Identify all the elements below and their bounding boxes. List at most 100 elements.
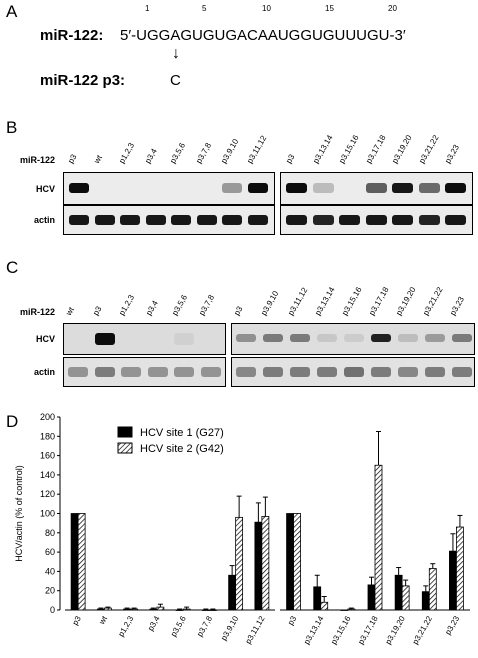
hcv-band (312, 183, 334, 193)
bar-site2 (401, 585, 410, 611)
panel-b-right-lane-label: p3,15,16 (337, 133, 361, 165)
bar-site1 (201, 609, 210, 611)
actin-band (68, 367, 88, 377)
panel-b-right-lane-label: p3,19,20 (390, 133, 414, 165)
panel-c-actin-label: actin (34, 367, 56, 377)
actin-band (398, 367, 418, 377)
bar-site1 (449, 550, 457, 611)
hcv-band (236, 334, 256, 342)
position-10: 10 (262, 4, 271, 13)
bar-site1 (149, 608, 158, 611)
bar-site2 (156, 606, 165, 611)
panel-c-left-lane-label: p3,5,6 (170, 293, 190, 317)
hcv-band (69, 183, 89, 193)
y-tick-label: 140 (40, 470, 55, 480)
bar-site1 (175, 609, 184, 611)
y-tick-label: 100 (40, 509, 55, 519)
hcv-band (290, 334, 310, 342)
x-tick-label: wt (97, 614, 110, 627)
actin-band (365, 215, 387, 225)
panel-b-right-lane-label: p3,23 (443, 143, 462, 165)
panel-b-actin-gel-right (280, 205, 473, 235)
panel-b-left-lane-label: p3,9,10 (219, 137, 241, 165)
panel-b-left-lane-label: p3,4 (142, 147, 159, 165)
position-15: 15 (325, 4, 334, 13)
actin-band (145, 215, 166, 225)
bar-site1 (96, 608, 105, 611)
hcv-actin-bar-chart: 0 20 40 60 80 100 120 140 160 180 200 HCV/actin (% … (14, 412, 470, 646)
panel-c-actin-gel-left (63, 357, 226, 387)
panel-b-actin-gel-left (63, 205, 275, 235)
legend-label-site1: HCV site 1 (G27) (140, 427, 224, 439)
bar-site2 (182, 608, 191, 611)
actin-band (121, 367, 141, 377)
actin-band (339, 215, 360, 225)
panel-b-left-lane-label: p3,5,6 (168, 141, 188, 165)
x-tick-label: p3 (286, 614, 299, 627)
bar-site1 (254, 521, 263, 611)
actin-band (286, 215, 307, 225)
panel-b-hcv-gel-left (63, 172, 275, 205)
panel-b-actin-label: actin (34, 215, 56, 225)
panel-b-right-lane-label: p3,21,22 (416, 133, 441, 165)
x-tick-label: p3,21,22 (411, 614, 435, 646)
panel-c-right-lane-label: p3,15,16 (340, 285, 364, 317)
hcv-band (418, 183, 440, 193)
panel-b-hcv-label: HCV (36, 184, 56, 194)
actin-band (371, 367, 391, 377)
y-axis-label: HCV/actin (% of control) (14, 465, 24, 562)
panel-c-right-lane-label: p3 (232, 304, 245, 317)
hcv-band (445, 183, 466, 193)
x-tick-label: p3 (71, 614, 84, 627)
panel-d-letter: D (6, 412, 19, 431)
mutation-arrow: ↓ (172, 45, 180, 62)
bar-site1 (123, 608, 132, 611)
y-tick-label: 20 (45, 586, 55, 596)
bar-site2 (103, 607, 112, 611)
panel-c-actin-gel-right (231, 357, 475, 387)
actin-band (196, 215, 217, 225)
hcv-band (174, 333, 194, 345)
hcv-band (247, 183, 268, 193)
hcv-band (398, 334, 418, 342)
actin-band (200, 367, 221, 377)
hcv-band (286, 183, 307, 193)
x-tick-label: p3,7,8 (195, 614, 214, 638)
bar-site2 (374, 464, 383, 611)
bar-site1 (313, 586, 322, 611)
bar-site2 (456, 526, 464, 611)
hcv-band (222, 183, 242, 193)
x-tick-label: p3,9,10 (219, 614, 240, 642)
hcv-band (392, 183, 413, 193)
panel-c-left-lane-label: p3 (90, 304, 103, 317)
panel-b-left-lane-label: wt (91, 153, 104, 165)
actin-band (69, 215, 89, 225)
bar-site2 (293, 513, 301, 611)
panel-c-left-lane-label: p3,4 (143, 299, 160, 317)
bar-site2 (347, 608, 356, 611)
hcv-band (263, 334, 283, 342)
x-tick-label: p3,17,18 (356, 614, 380, 646)
actin-band (344, 367, 364, 377)
y-tick-label: 160 (40, 451, 55, 461)
panel-c-left-lane-label: p3,7,8 (196, 293, 216, 317)
actin-band (290, 367, 310, 377)
panel-c-right-lane-label: p3,19,20 (394, 285, 418, 317)
actin-band (392, 215, 413, 225)
legend-label-site2: HCV site 2 (G42) (140, 443, 224, 455)
panel-c-left-lane-label: p1,2,3 (117, 293, 137, 317)
x-tick-label: p3,15,16 (329, 614, 353, 646)
panel-c-letter: C (6, 258, 19, 277)
bar-site2 (320, 601, 329, 611)
panel-c-left-lane-label: wt (64, 305, 76, 317)
hcv-band (425, 334, 445, 342)
actin-band (94, 215, 115, 225)
x-tick-label: p3,4 (146, 614, 162, 632)
actin-band (247, 215, 268, 225)
bar-site1 (367, 584, 376, 611)
hcv-band (317, 334, 337, 342)
actin-band (236, 367, 256, 377)
bar-site1 (70, 513, 79, 611)
hcv-band (365, 183, 387, 193)
bar-site1 (228, 574, 237, 611)
